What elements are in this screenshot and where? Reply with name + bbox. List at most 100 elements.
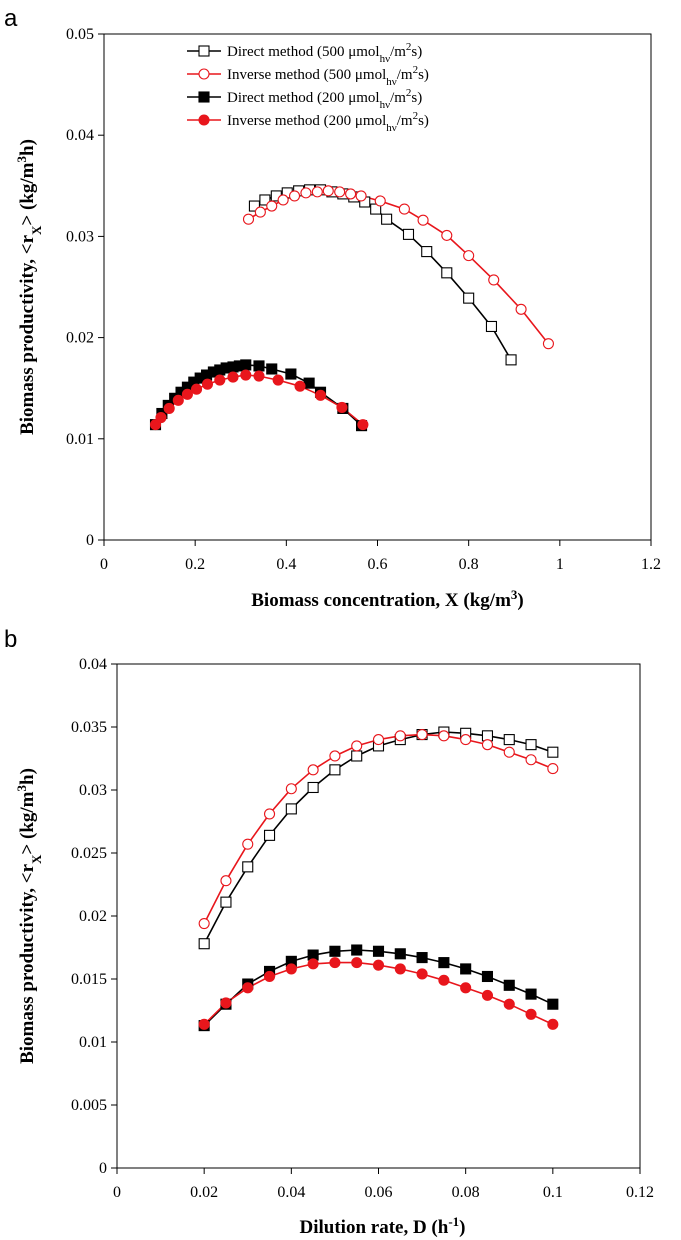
data-point (547, 763, 559, 775)
data-point (416, 729, 428, 741)
y-tick-label: 0.04 (66, 127, 94, 144)
y-tick-label: 0.02 (66, 330, 94, 347)
chart-panel-a: 0 0.01 0.02 0.03 0.04 0.05 0 0.2 0.4 0.6 0.8 1 1.2 Bi… (14, 26, 662, 611)
data-point (481, 739, 494, 751)
data-point (547, 998, 559, 1010)
data-point (285, 783, 297, 795)
data-point (242, 213, 255, 225)
data-point (307, 958, 319, 970)
data-point (374, 195, 386, 207)
series-line-1 (203, 731, 554, 945)
y-tick-label: 0.025 (71, 845, 107, 862)
data-point (190, 383, 203, 395)
data-point (416, 952, 428, 964)
x-tick-label: 0.1 (543, 1184, 563, 1201)
chart-panel-b: 0 0.005 0.01 0.015 0.02 0.025 0.03 0.035 0.04 0 0.… (14, 656, 655, 1238)
data-point (481, 989, 494, 1001)
data-point (402, 228, 415, 240)
data-point (334, 186, 346, 198)
y-tick-label: 0.015 (71, 971, 107, 988)
legend-label: Inverse method (200 μmolhν/m2s) (227, 110, 429, 134)
data-point (294, 380, 306, 392)
data-point (300, 187, 312, 199)
data-point (242, 982, 254, 994)
x-tick-label: 0 (100, 556, 108, 573)
data-point (381, 213, 393, 225)
legend-label: Direct method (500 μmolhν/m2s) (227, 41, 422, 65)
data-point (345, 188, 357, 200)
data-point (266, 200, 278, 212)
data-point (329, 764, 341, 776)
data-point (253, 370, 265, 382)
legend-marker (198, 114, 210, 126)
data-point (288, 190, 301, 202)
data-point (421, 246, 433, 258)
data-point (394, 730, 406, 742)
data-point (329, 750, 341, 762)
data-point (155, 411, 167, 424)
data-point (488, 274, 500, 286)
series-points-2 (198, 729, 559, 930)
data-point (351, 750, 363, 762)
data-point (329, 957, 341, 969)
data-point (220, 997, 232, 1009)
data-point (525, 988, 537, 1000)
data-point (372, 945, 385, 957)
panel-label-b: b (4, 626, 17, 653)
data-point (463, 292, 475, 304)
data-point (242, 838, 254, 850)
series-points-2 (242, 185, 554, 350)
y-tick-label: 0.035 (71, 719, 107, 736)
data-point (503, 979, 515, 991)
y-axis-title: Biomass productivity, <rX> (kg/m3h) (14, 768, 44, 1064)
data-point (417, 214, 429, 226)
data-point (503, 734, 515, 746)
data-point (460, 963, 472, 975)
data-point (515, 303, 527, 315)
data-point (240, 359, 252, 371)
data-point (314, 389, 327, 401)
legend-marker (198, 91, 210, 103)
data-point (525, 754, 537, 766)
x-tick-label: 1.2 (641, 556, 661, 573)
x-tick-label: 0.08 (452, 1184, 480, 1201)
series-points-4 (149, 369, 369, 431)
y-tick-label: 0.03 (79, 782, 107, 799)
data-point (263, 970, 276, 983)
data-point (285, 368, 297, 380)
data-point (311, 186, 323, 198)
data-point (263, 808, 276, 820)
data-point (220, 896, 232, 908)
legend-marker (198, 45, 210, 57)
data-point (398, 203, 410, 215)
series-line-2 (248, 190, 550, 345)
data-point (525, 739, 537, 751)
x-tick-label: 0.8 (459, 556, 479, 573)
data-point (227, 371, 239, 383)
data-point (336, 401, 348, 413)
data-point (263, 829, 276, 841)
data-point (201, 378, 214, 390)
x-axis-title: Biomass concentration, X (kg/m3) (251, 587, 523, 612)
panel-label-a: a (4, 5, 18, 32)
data-point (240, 369, 252, 381)
data-point (181, 388, 193, 400)
data-point (248, 200, 260, 212)
x-tick-label: 0.4 (276, 556, 296, 573)
data-point (198, 938, 210, 950)
data-point (416, 968, 428, 980)
data-point (198, 918, 210, 930)
x-tick-label: 0.04 (277, 1184, 305, 1201)
data-point (277, 194, 289, 206)
data-point (394, 948, 406, 960)
data-point (460, 734, 472, 746)
y-tick-label: 0.02 (79, 908, 107, 925)
data-point (307, 781, 319, 794)
data-point (503, 998, 515, 1010)
x-tick-label: 1 (556, 556, 564, 573)
x-tick-label: 0.2 (185, 556, 205, 573)
y-tick-label: 0.03 (66, 228, 94, 245)
legend-label: Direct method (200 μmolhν/m2s) (227, 87, 422, 111)
series-points-1 (248, 184, 517, 366)
